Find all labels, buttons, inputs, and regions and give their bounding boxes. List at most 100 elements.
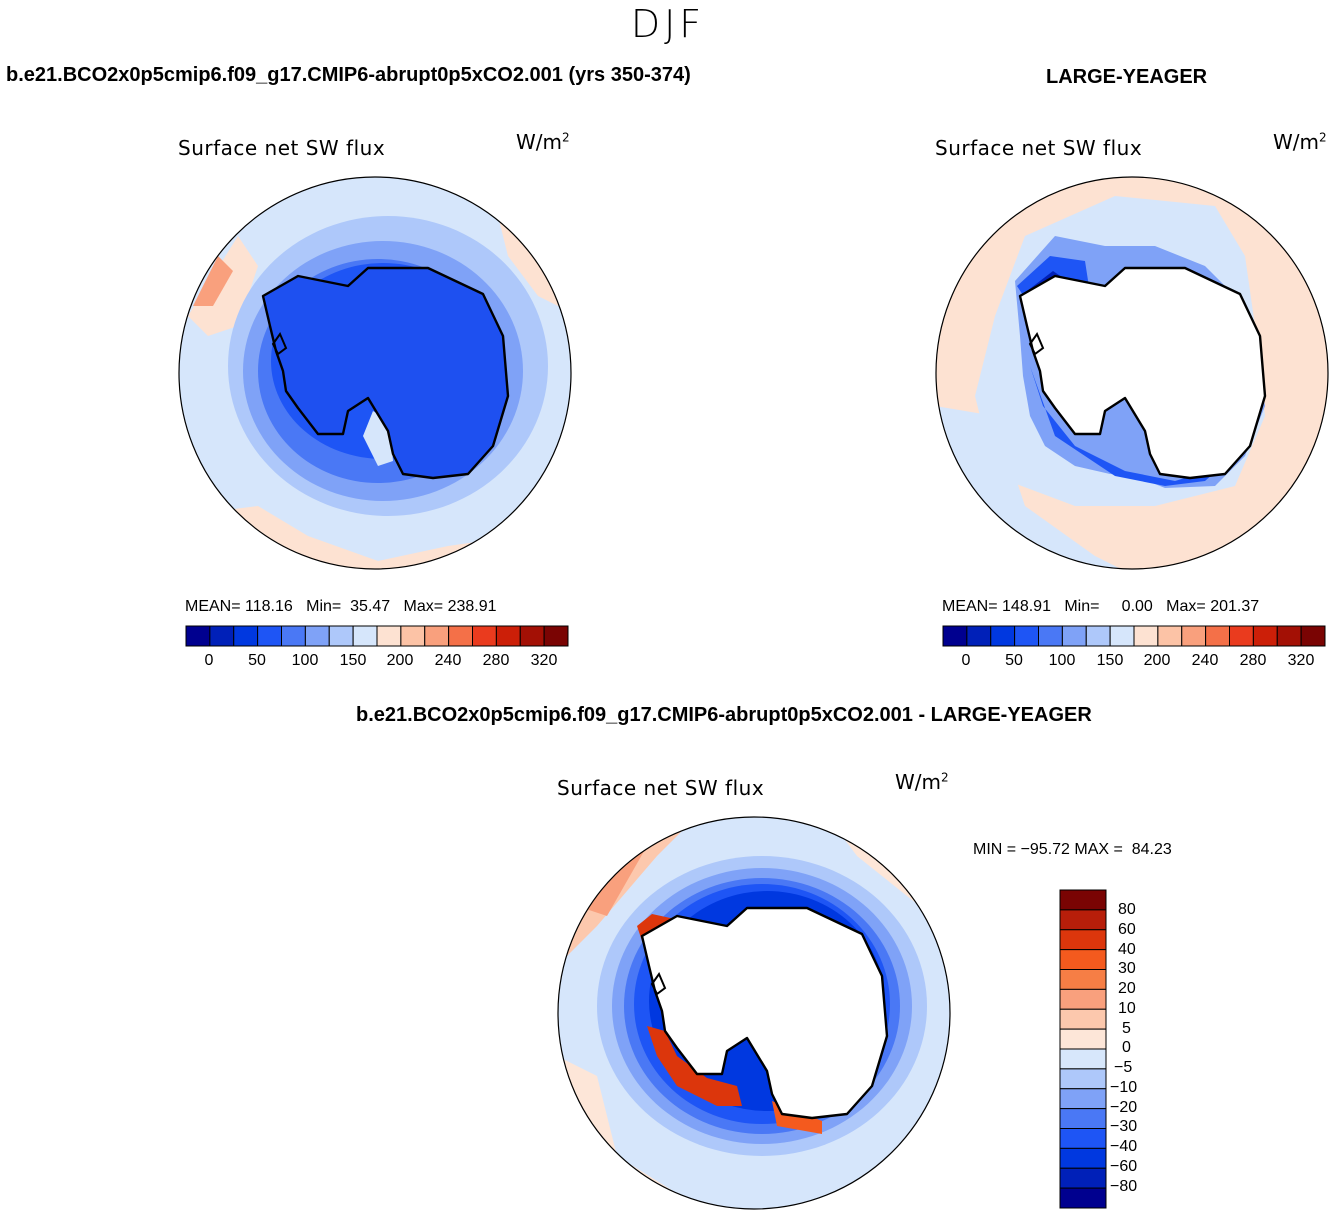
colorbar-swatch <box>472 625 497 647</box>
panel3-cb-label: 80 <box>1118 901 1136 918</box>
colorbar-swatch <box>1229 625 1254 647</box>
panel2-colorbar-labels: 0 50 100 150 200 240 280 320 <box>943 652 1325 672</box>
diff-case-title: b.e21.BCO2x0p5cmip6.f09_g17.CMIP6-abrupt… <box>356 704 1092 726</box>
colorbar-swatch <box>304 625 330 647</box>
panel1-map-border <box>178 176 572 570</box>
panel2-cb-label: 50 <box>1005 652 1023 669</box>
colorbar-swatch <box>448 625 473 647</box>
colorbar-swatch <box>1059 1108 1107 1129</box>
panel3-polar-map <box>557 816 951 1210</box>
panel3-cb-label: −80 <box>1110 1178 1138 1195</box>
panel2-stats: MEAN= 148.91 Min= 0.00 Max= 201.37 <box>942 598 1260 615</box>
colorbar-swatch <box>990 625 1016 647</box>
panel1-colorbar-labels: 0 50 100 150 200 240 280 320 <box>186 652 568 672</box>
colorbar-swatch <box>400 625 426 647</box>
panel2-case-title: LARGE-YEAGER <box>1046 66 1208 88</box>
colorbar-swatch <box>352 625 378 647</box>
colorbar-swatch <box>1157 625 1183 647</box>
panel1-stats: MEAN= 118.16 Min= 35.47 Max= 238.91 <box>185 598 497 615</box>
panel1-cb-label: 280 <box>482 652 510 669</box>
panel3-units: W/m2 <box>895 770 949 794</box>
panel3-cb-label: 5 <box>1122 1020 1131 1037</box>
colorbar-swatch <box>1059 1008 1107 1030</box>
colorbar-swatch <box>1059 988 1107 1010</box>
panel3-antarctica-coast <box>640 906 889 1120</box>
panel1-cb-label: 200 <box>386 652 414 669</box>
colorbar-swatch <box>543 625 569 647</box>
season-title: DJF <box>630 2 706 46</box>
panel2-map-border <box>935 176 1329 570</box>
panel1-cb-label: 50 <box>248 652 266 669</box>
colorbar-swatch <box>519 625 545 647</box>
colorbar-swatch <box>1059 969 1107 990</box>
colorbar-swatch <box>209 625 235 647</box>
panel2-cb-label: 240 <box>1191 652 1219 669</box>
colorbar-swatch <box>1059 1068 1107 1090</box>
panel3-cb-label: 40 <box>1118 941 1136 958</box>
colorbar-swatch <box>1014 625 1039 647</box>
panel3-cb-label: −20 <box>1110 1099 1138 1116</box>
colorbar-swatch <box>1061 625 1087 647</box>
panel2-antarctica-coast <box>1018 266 1267 480</box>
panel3-cb-label: −10 <box>1110 1079 1138 1096</box>
panel1-units: W/m2 <box>516 130 570 154</box>
colorbar-swatch <box>1059 909 1107 931</box>
panel1-variable-title: Surface net SW flux <box>178 136 386 160</box>
colorbar-swatch <box>1085 625 1111 647</box>
colorbar-swatch <box>1059 889 1107 911</box>
panel3-map-border <box>557 816 951 1210</box>
panel2-polar-map <box>935 176 1329 570</box>
colorbar-swatch <box>257 625 282 647</box>
colorbar-swatch <box>1059 1147 1107 1169</box>
panel1-cb-label: 0 <box>204 652 214 669</box>
panel3-colorbar <box>1059 889 1107 1209</box>
colorbar-swatch <box>185 625 211 647</box>
panel3-cb-label: 0 <box>1122 1039 1131 1056</box>
panel2-cb-label: 0 <box>961 652 971 669</box>
panel2-cb-label: 150 <box>1096 652 1124 669</box>
colorbar-swatch <box>328 625 354 647</box>
colorbar-swatch <box>1059 1028 1107 1050</box>
colorbar-swatch <box>376 625 402 647</box>
colorbar-swatch <box>1059 949 1107 970</box>
panel1-cb-label: 150 <box>339 652 367 669</box>
colorbar-swatch <box>1300 625 1326 647</box>
panel3-cb-label: −40 <box>1110 1138 1138 1155</box>
panel1-case-title: b.e21.BCO2x0p5cmip6.f09_g17.CMIP6-abrupt… <box>6 64 691 86</box>
panel2-cb-label: 320 <box>1287 652 1315 669</box>
panel1-cb-label: 240 <box>434 652 462 669</box>
colorbar-swatch <box>424 625 450 647</box>
colorbar-swatch <box>1109 625 1135 647</box>
panel2-colorbar <box>942 625 1326 647</box>
colorbar-swatch <box>1133 625 1159 647</box>
colorbar-swatch <box>281 625 306 647</box>
panel3-minmax: MIN = −95.72 MAX = 84.23 <box>973 841 1172 858</box>
panel2-cb-label: 100 <box>1048 652 1076 669</box>
panel3-colorbar-labels: 80 60 40 30 20 10 5 0 −5 −10 −20 −30 −40… <box>1110 890 1172 1208</box>
colorbar-swatch <box>1059 1088 1107 1110</box>
panel1-colorbar <box>185 625 569 647</box>
panel2-units: W/m2 <box>1273 130 1327 154</box>
panel3-variable-title: Surface net SW flux <box>557 776 765 800</box>
colorbar-swatch <box>1059 1128 1107 1149</box>
colorbar-swatch <box>495 625 521 647</box>
panel1-cb-label: 320 <box>530 652 558 669</box>
panel1-polar-map <box>178 176 572 570</box>
colorbar-swatch <box>1059 1167 1107 1189</box>
panel3-cb-label: −30 <box>1110 1118 1138 1135</box>
panel1-antarctica-coast <box>261 266 510 480</box>
panel3-cb-label: 20 <box>1118 980 1136 997</box>
panel2-cb-label: 200 <box>1143 652 1171 669</box>
colorbar-swatch <box>1059 1187 1107 1209</box>
panel2-cb-label: 280 <box>1239 652 1267 669</box>
panel3-cb-label: 60 <box>1118 921 1136 938</box>
colorbar-swatch <box>966 625 992 647</box>
colorbar-swatch <box>1181 625 1207 647</box>
panel3-cb-label: 30 <box>1118 960 1136 977</box>
panel3-cb-label: −5 <box>1114 1059 1133 1076</box>
colorbar-swatch <box>1038 625 1063 647</box>
colorbar-swatch <box>1252 625 1278 647</box>
colorbar-swatch <box>942 625 968 647</box>
colorbar-swatch <box>1059 1048 1107 1070</box>
panel2-variable-title: Surface net SW flux <box>935 136 1143 160</box>
